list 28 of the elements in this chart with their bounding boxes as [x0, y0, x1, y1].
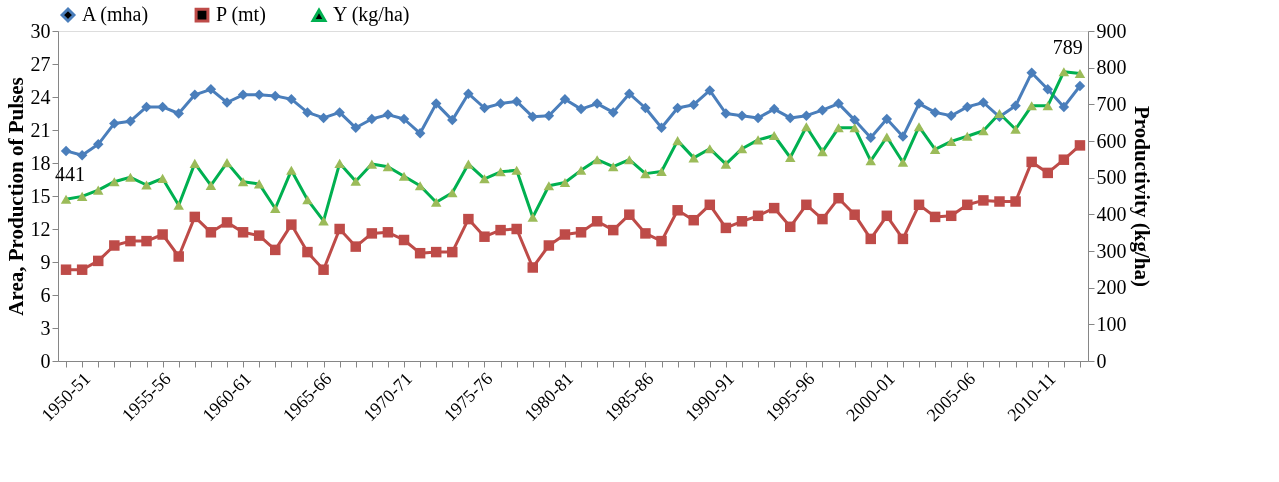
y-tick-label: 21: [30, 118, 51, 141]
y2-tick-label: 700: [1096, 92, 1127, 115]
y-tick-label: 9: [40, 250, 51, 273]
y2-tick-label: 500: [1096, 166, 1127, 189]
y2-tick-label: 200: [1096, 276, 1127, 299]
y-tick-label: 12: [30, 217, 51, 240]
y-tick-label: 24: [30, 85, 51, 108]
y2-tick-label: 0: [1096, 349, 1107, 372]
legend-label: A (mha): [82, 3, 149, 27]
y-tick-label: 27: [30, 52, 51, 75]
y2-tick-label: 600: [1096, 129, 1127, 152]
y-tick-label: 6: [40, 283, 51, 306]
legend-label: P (mt): [216, 3, 266, 27]
y2-tick-label: 300: [1096, 239, 1127, 262]
data-label: 441: [55, 163, 86, 186]
y2-tick-label: 900: [1096, 19, 1127, 42]
y-tick-label: 0: [40, 349, 51, 372]
legend-label: Y (kg/ha): [333, 3, 410, 27]
y-axis-title: Area, Production of Pulses: [3, 77, 28, 316]
y2-tick-label: 800: [1096, 56, 1127, 79]
y2-axis-title: Productivity (kg/ha): [1129, 105, 1154, 288]
y-tick-label: 18: [30, 151, 51, 174]
y2-tick-label: 100: [1096, 312, 1127, 335]
y-tick-label: 3: [40, 316, 51, 339]
y2-tick-label: 400: [1096, 202, 1127, 225]
data-label: 789: [1052, 35, 1083, 58]
y-tick-label: 30: [30, 19, 51, 42]
y-tick-label: 15: [30, 184, 51, 207]
